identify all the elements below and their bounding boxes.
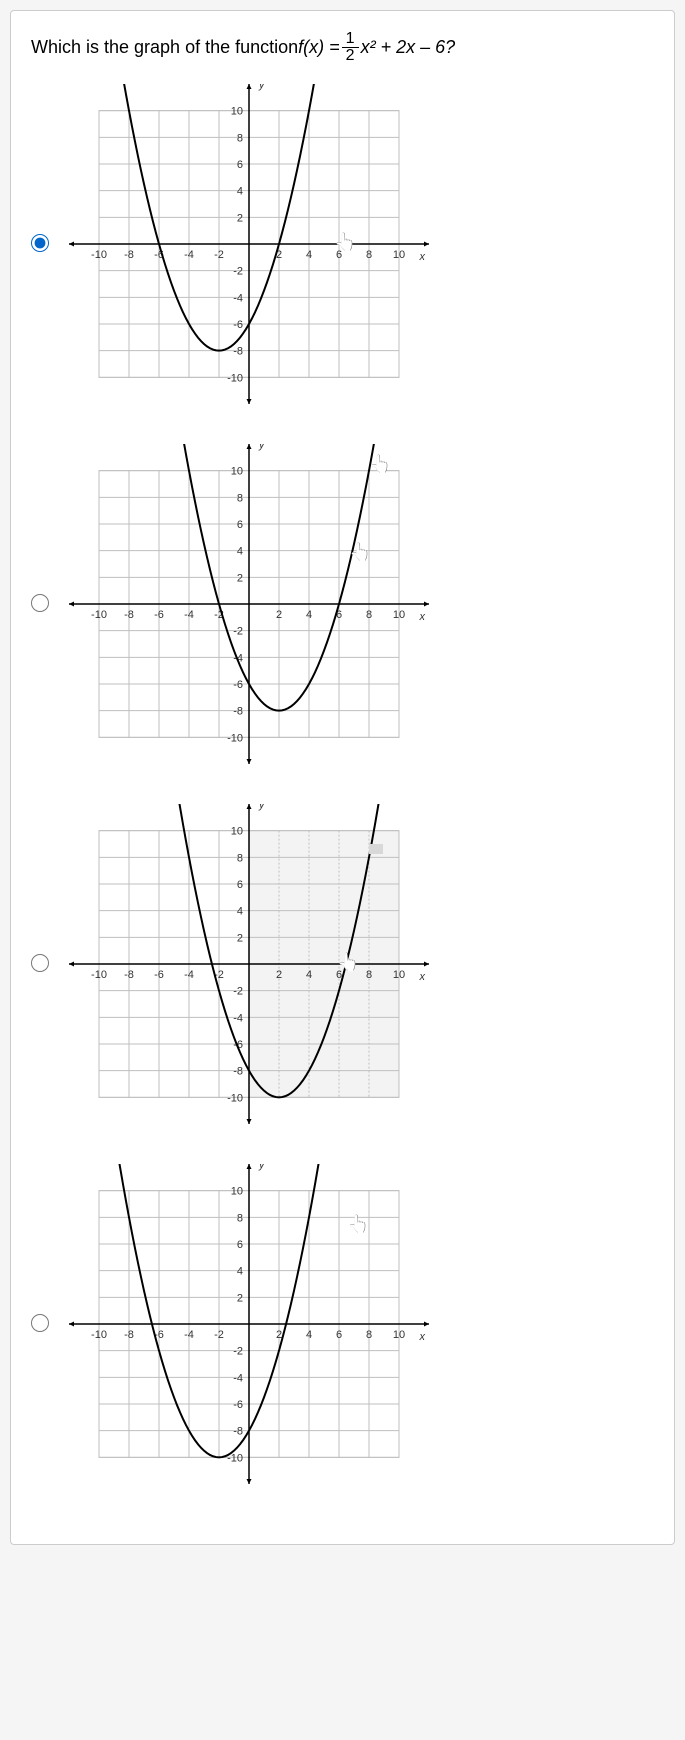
svg-text:4: 4 [237, 546, 243, 558]
svg-text:8: 8 [366, 1329, 372, 1341]
svg-text:2: 2 [237, 212, 243, 224]
fraction: 1 2 [342, 31, 359, 64]
option-row: -10-8-6-4-2246810246810-2-4-6-8-10xy👆 [31, 84, 654, 404]
svg-text:4: 4 [237, 906, 243, 918]
svg-text:-4: -4 [233, 1372, 243, 1384]
svg-text:-2: -2 [214, 1329, 224, 1341]
option-row: -10-8-6-4-2246810246810-2-4-6-8-10xy👆👆 [31, 444, 654, 764]
svg-text:10: 10 [231, 466, 243, 478]
svg-text:-2: -2 [214, 249, 224, 261]
question-prefix: Which is the graph of the function [31, 37, 298, 58]
svg-text:-6: -6 [233, 679, 243, 691]
svg-text:-4: -4 [233, 292, 243, 304]
svg-text:10: 10 [393, 1329, 405, 1341]
svg-text:8: 8 [237, 492, 243, 504]
svg-text:6: 6 [237, 1239, 243, 1251]
svg-text:2: 2 [237, 1292, 243, 1304]
svg-text:-8: -8 [233, 1066, 243, 1078]
svg-text:-10: -10 [91, 609, 107, 621]
graph-wrap: -10-8-6-4-2246810246810-2-4-6-8-10xy👆 [69, 804, 429, 1124]
svg-text:2: 2 [276, 969, 282, 981]
svg-text:-8: -8 [124, 1329, 134, 1341]
svg-text:-4: -4 [184, 609, 194, 621]
svg-text:-6: -6 [154, 609, 164, 621]
svg-text:-8: -8 [124, 609, 134, 621]
option-radio[interactable] [31, 954, 49, 972]
graph-wrap: -10-8-6-4-2246810246810-2-4-6-8-10xy👆 [69, 84, 429, 404]
svg-text:-4: -4 [184, 1329, 194, 1341]
options-container: -10-8-6-4-2246810246810-2-4-6-8-10xy👆-10… [31, 84, 654, 1484]
smudge-mark [369, 844, 383, 854]
svg-text:-10: -10 [91, 249, 107, 261]
fraction-den: 2 [342, 48, 359, 64]
svg-text:-8: -8 [124, 969, 134, 981]
svg-text:x: x [419, 251, 426, 263]
svg-text:10: 10 [231, 106, 243, 118]
svg-text:-2: -2 [233, 626, 243, 638]
svg-text:-8: -8 [233, 346, 243, 358]
svg-text:-4: -4 [184, 969, 194, 981]
svg-text:10: 10 [231, 1186, 243, 1198]
svg-text:-6: -6 [154, 969, 164, 981]
graph-wrap: -10-8-6-4-2246810246810-2-4-6-8-10xy👆👆 [69, 444, 429, 764]
graph-plot: -10-8-6-4-2246810246810-2-4-6-8-10xy [69, 84, 429, 404]
question-text: Which is the graph of the function f(x) … [31, 31, 654, 64]
option-radio[interactable] [31, 594, 49, 612]
svg-text:8: 8 [366, 249, 372, 261]
graph-plot: -10-8-6-4-2246810246810-2-4-6-8-10xy [69, 1164, 429, 1484]
option-row: -10-8-6-4-2246810246810-2-4-6-8-10xy👆 [31, 804, 654, 1124]
graph-plot: -10-8-6-4-2246810246810-2-4-6-8-10xy [69, 444, 429, 764]
graph-wrap: -10-8-6-4-2246810246810-2-4-6-8-10xy👆 [69, 1164, 429, 1484]
svg-text:x: x [419, 971, 426, 983]
svg-text:10: 10 [393, 609, 405, 621]
svg-text:-6: -6 [233, 1399, 243, 1411]
question-card: Which is the graph of the function f(x) … [10, 10, 675, 1545]
fraction-num: 1 [342, 31, 359, 48]
svg-text:8: 8 [237, 1212, 243, 1224]
svg-text:8: 8 [237, 132, 243, 144]
svg-text:4: 4 [237, 186, 243, 198]
func-lhs: f(x) = [298, 37, 340, 58]
svg-text:10: 10 [393, 249, 405, 261]
svg-text:4: 4 [306, 1329, 312, 1341]
svg-text:6: 6 [237, 519, 243, 531]
svg-text:-4: -4 [184, 249, 194, 261]
svg-text:-8: -8 [124, 249, 134, 261]
svg-text:2: 2 [237, 572, 243, 584]
func-rhs: x² + 2x – 6? [361, 37, 456, 58]
svg-text:8: 8 [366, 609, 372, 621]
svg-text:-10: -10 [227, 1092, 243, 1104]
svg-text:8: 8 [237, 852, 243, 864]
svg-text:4: 4 [306, 609, 312, 621]
svg-text:2: 2 [276, 609, 282, 621]
svg-text:-2: -2 [233, 266, 243, 278]
svg-text:-8: -8 [233, 1426, 243, 1438]
svg-text:x: x [419, 1331, 426, 1343]
svg-text:-2: -2 [233, 1346, 243, 1358]
svg-text:10: 10 [231, 826, 243, 838]
svg-text:x: x [419, 611, 426, 623]
svg-text:-2: -2 [233, 986, 243, 998]
svg-text:6: 6 [237, 159, 243, 171]
svg-text:6: 6 [336, 249, 342, 261]
svg-text:-10: -10 [227, 732, 243, 744]
svg-text:-8: -8 [233, 706, 243, 718]
svg-text:4: 4 [306, 249, 312, 261]
svg-text:-10: -10 [227, 372, 243, 384]
option-radio[interactable] [31, 234, 49, 252]
svg-text:-6: -6 [233, 319, 243, 331]
option-radio[interactable] [31, 1314, 49, 1332]
svg-text:4: 4 [306, 969, 312, 981]
option-row: -10-8-6-4-2246810246810-2-4-6-8-10xy👆 [31, 1164, 654, 1484]
svg-text:6: 6 [336, 1329, 342, 1341]
svg-text:4: 4 [237, 1266, 243, 1278]
svg-text:-10: -10 [91, 969, 107, 981]
svg-text:8: 8 [366, 969, 372, 981]
svg-text:6: 6 [237, 879, 243, 891]
svg-text:-10: -10 [91, 1329, 107, 1341]
svg-text:2: 2 [237, 932, 243, 944]
svg-text:10: 10 [393, 969, 405, 981]
svg-text:-4: -4 [233, 1012, 243, 1024]
